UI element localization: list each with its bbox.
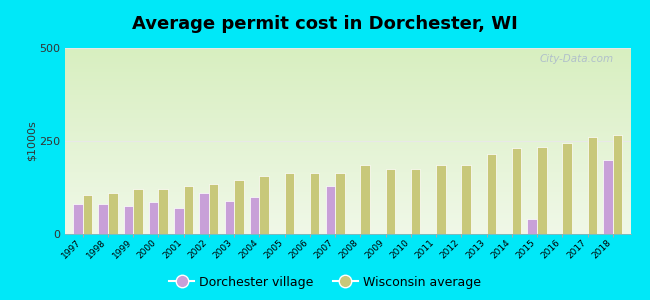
Bar (133, 189, 143, 234)
Bar (411, 169, 421, 234)
Bar (124, 206, 133, 234)
Bar (108, 193, 118, 234)
Bar (98, 204, 108, 234)
Bar (234, 180, 244, 234)
Text: City-Data.com: City-Data.com (540, 54, 614, 64)
Legend: Dorchester village, Wisconsin average: Dorchester village, Wisconsin average (164, 271, 486, 294)
Bar (209, 184, 218, 234)
Bar (487, 154, 496, 234)
Bar (224, 200, 234, 234)
Bar (360, 165, 370, 234)
Bar (159, 189, 168, 234)
Bar (603, 160, 613, 234)
Bar (462, 165, 471, 234)
Bar (528, 219, 537, 234)
Bar (562, 143, 572, 234)
Bar (310, 172, 320, 234)
Bar (326, 186, 335, 234)
Bar (436, 165, 446, 234)
Y-axis label: $1000s: $1000s (26, 121, 36, 161)
Bar (285, 172, 294, 234)
Bar (184, 186, 193, 234)
Bar (200, 193, 209, 234)
Text: Average permit cost in Dorchester, WI: Average permit cost in Dorchester, WI (132, 15, 518, 33)
Bar (250, 197, 259, 234)
Bar (83, 195, 92, 234)
Bar (73, 204, 83, 234)
Bar (588, 137, 597, 234)
Bar (512, 148, 521, 234)
Bar (259, 176, 269, 234)
Bar (385, 169, 395, 234)
Bar (149, 202, 159, 234)
Bar (537, 147, 547, 234)
Bar (613, 135, 623, 234)
Bar (174, 208, 184, 234)
Bar (335, 172, 345, 234)
